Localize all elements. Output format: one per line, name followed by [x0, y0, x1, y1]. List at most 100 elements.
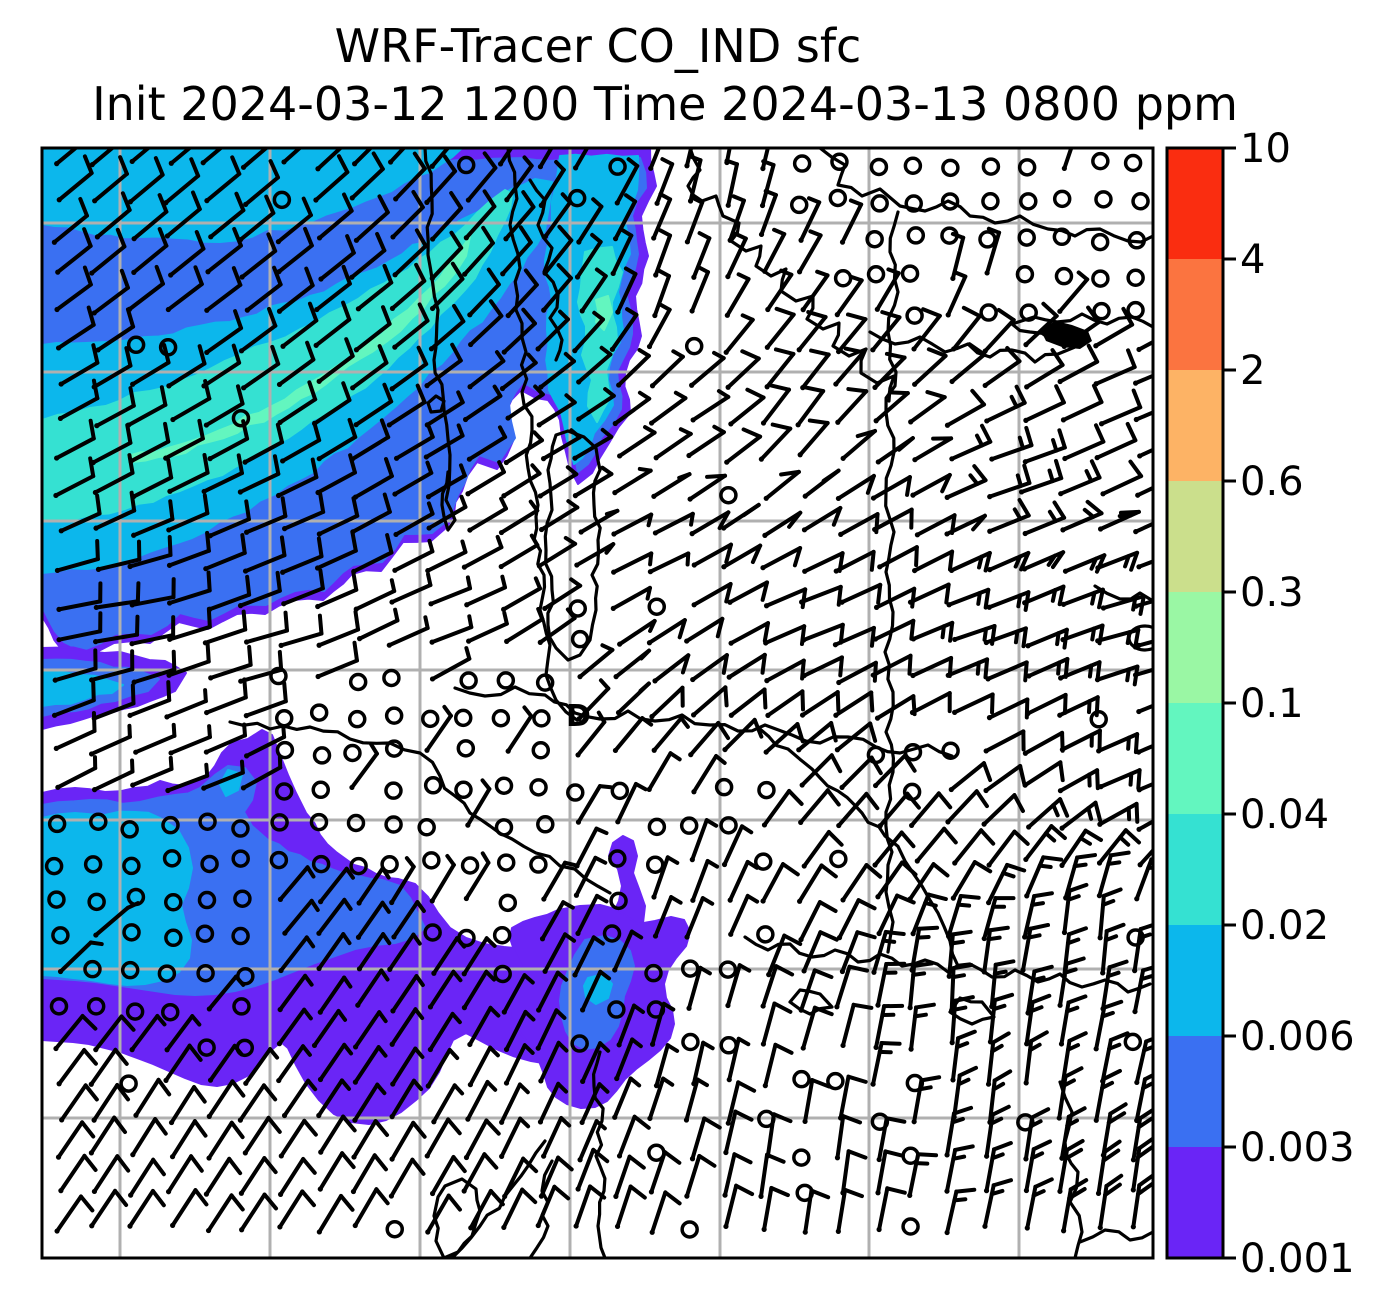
wind-barb-staff [54, 728, 97, 751]
wind-barb-staff [316, 470, 357, 495]
wind-barb-feather [445, 853, 456, 867]
wind-barb-feather [1019, 550, 1031, 572]
calm-wind-circle [460, 856, 480, 875]
wind-barb-feather [603, 387, 616, 398]
wind-barb-staff [613, 1154, 632, 1199]
wind-barb-staff [688, 720, 721, 757]
wind-barb-feather [979, 828, 996, 846]
wind-barb-feather [411, 1078, 424, 1092]
wind-barb-staff [277, 283, 315, 314]
calm-wind-circle [494, 818, 514, 837]
wind-barb-feather [951, 973, 966, 980]
wind-barb-staff [52, 698, 96, 718]
wind-barb-staff [277, 1189, 305, 1229]
wind-barb-feather [1062, 1078, 1076, 1088]
wind-barb-feather [376, 1045, 388, 1058]
wind-barb-staff [762, 232, 787, 274]
wind-barb-feather [381, 932, 392, 946]
colorbar-segment [1167, 1147, 1223, 1258]
wind-barb-staff [317, 627, 361, 648]
wind-barb-feather [502, 610, 509, 626]
wind-barb-staff [353, 474, 394, 500]
wind-barb-staff [90, 148, 116, 167]
wind-barb-feather [912, 961, 934, 968]
wind-barb-feather [382, 492, 392, 514]
colorbar-tick-label: 0.6 [1240, 459, 1304, 505]
wind-barb-feather [983, 657, 990, 680]
wind-barb-feather [1043, 831, 1057, 843]
wind-barb-staff [574, 855, 598, 898]
wind-barb-feather [207, 724, 212, 740]
wind-barb-feather [869, 690, 875, 713]
wind-barb-staff [394, 511, 435, 537]
wind-barb-staff [1135, 485, 1153, 498]
wind-barb-feather [241, 609, 248, 632]
wind-barb-staff [318, 1042, 347, 1082]
wind-barb-feather [632, 1114, 651, 1130]
wind-barb-feather [372, 1153, 388, 1172]
wind-barb-feather [732, 1152, 753, 1165]
wind-barb-staff [1136, 559, 1153, 569]
wind-barb-staff [89, 734, 132, 756]
calm-wind-circle [647, 817, 667, 837]
wind-barb-staff [542, 583, 583, 611]
wind-barb-feather [958, 894, 981, 900]
wind-barb-staff [238, 588, 282, 608]
wind-barb-feather [1058, 760, 1065, 783]
wind-barb-staff [356, 900, 385, 940]
wind-barb-feather [341, 264, 352, 286]
wind-barb-feather [239, 759, 245, 775]
wind-barb-feather [716, 389, 731, 399]
wind-barb-staff [835, 278, 864, 317]
wind-barb-feather [82, 1153, 98, 1172]
wind-barb-staff [241, 361, 281, 390]
wind-barb-staff [1061, 400, 1104, 422]
wind-barb-feather [410, 1157, 426, 1176]
wind-barb-staff [502, 321, 537, 355]
wind-barb-staff [350, 509, 392, 534]
wind-barb-feather [1108, 850, 1131, 858]
wind-barb-staff [989, 443, 1034, 462]
calm-wind-circle [680, 959, 700, 978]
wind-barb-staff [541, 860, 567, 902]
wind-barb-staff [729, 621, 770, 646]
wind-barb-staff [59, 511, 102, 533]
wind-barb-feather [374, 1187, 390, 1206]
wind-barb-feather [762, 621, 770, 643]
calm-wind-circle [157, 964, 177, 983]
wind-barb-feather [1107, 959, 1129, 970]
wind-barb-feather [1054, 384, 1066, 405]
wind-barb-feather [1121, 306, 1135, 327]
wind-barb-feather [843, 346, 866, 355]
wind-barb-staff [390, 362, 429, 391]
wind-barb-feather [523, 268, 539, 287]
wind-barb-staff [691, 754, 719, 794]
colorbar-tick-label: 10 [1240, 126, 1291, 172]
wind-barb-staff [354, 321, 392, 352]
wind-barb-feather [310, 457, 319, 480]
wind-barb-staff [536, 1008, 559, 1051]
wind-barb-staff [425, 400, 465, 427]
wind-barb-staff [615, 1184, 633, 1229]
wind-barb-feather [795, 722, 805, 744]
wind-barb-staff [647, 751, 673, 792]
wind-barb-feather [562, 860, 578, 868]
calm-wind-circle [384, 781, 403, 800]
calm-wind-circle [423, 776, 443, 795]
wind-barb-feather [1072, 862, 1088, 869]
wind-barb-staff [833, 690, 874, 718]
wind-barb-feather [301, 196, 313, 218]
calm-wind-circle [382, 668, 401, 688]
wind-barb-staff [502, 973, 527, 1015]
wind-barb-feather [953, 1144, 975, 1152]
wind-barb-feather [344, 866, 355, 880]
wind-barb-feather [517, 1082, 530, 1095]
wind-barb-feather [980, 423, 993, 444]
wind-barb-staff [802, 830, 831, 869]
wind-barb-feather [972, 464, 988, 483]
wind-barb-feather [262, 1156, 278, 1175]
wind-barb-feather [205, 641, 211, 664]
wind-barb-feather [500, 574, 508, 590]
wind-barb-feather [705, 859, 720, 869]
wind-barb-feather [1123, 554, 1131, 569]
